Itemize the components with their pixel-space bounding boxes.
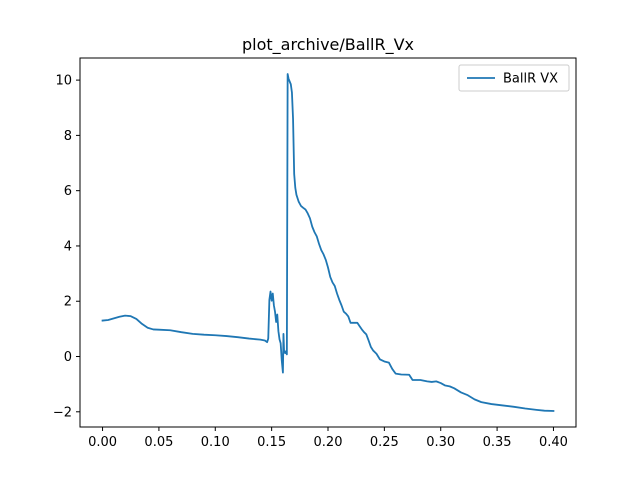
y-tick-label: −2 [53, 405, 72, 420]
x-tick-label: 0.05 [144, 435, 173, 450]
y-tick-label: 4 [64, 239, 72, 254]
x-tick-label: 0.15 [257, 435, 286, 450]
x-tick-label: 0.00 [88, 435, 117, 450]
chart-title: plot_archive/BallR_Vx [242, 35, 414, 55]
legend-label: BallR VX [503, 72, 558, 87]
legend: BallR VX [458, 64, 570, 92]
x-tick-label: 0.35 [483, 435, 512, 450]
x-tick-label: 0.20 [314, 435, 343, 450]
plot-area-frame [79, 57, 577, 428]
y-tick-label: 10 [55, 74, 72, 89]
legend-box [458, 64, 570, 92]
y-axis: −2 0 2 4 6 8 10 [53, 74, 80, 420]
y-tick-label: 6 [64, 184, 72, 199]
x-tick-label: 0.10 [201, 435, 230, 450]
y-tick-label: 2 [64, 295, 72, 310]
x-axis: 0.00 0.05 0.10 0.15 0.20 0.25 0.30 0.35 0.40 [88, 427, 568, 450]
x-tick-label: 0.40 [539, 435, 568, 450]
y-tick-label: 0 [64, 350, 72, 365]
y-tick-label: 8 [64, 129, 72, 144]
x-tick-label: 0.25 [370, 435, 399, 450]
x-tick-label: 0.30 [426, 435, 455, 450]
series-line-ballr-vx [101, 73, 555, 412]
